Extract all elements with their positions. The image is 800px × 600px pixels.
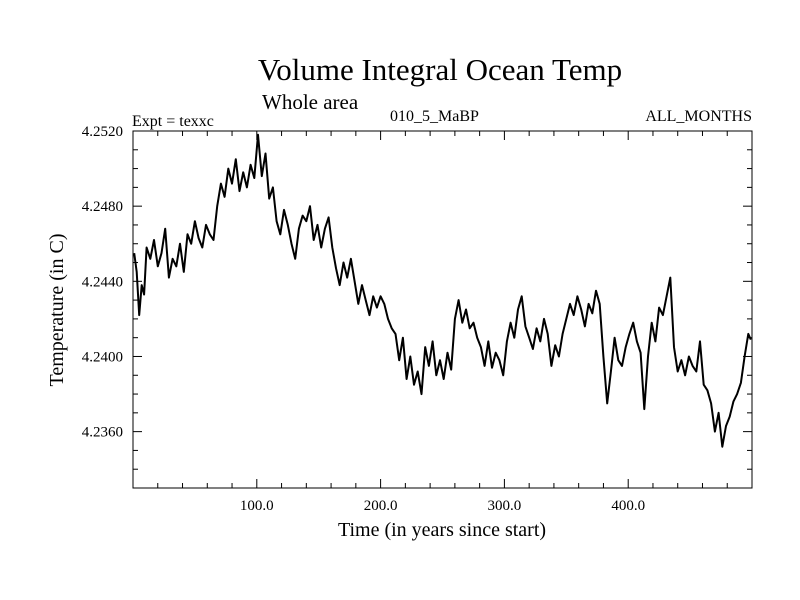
y-tick-label: 4.2480: [82, 199, 123, 215]
months-label: ALL_MONTHS: [645, 108, 752, 125]
x-tick-label: 100.0: [240, 498, 274, 514]
series-line: [133, 133, 752, 448]
y-axis-label: Temperature (in C): [46, 234, 68, 387]
y-tick-label: 4.2520: [82, 124, 123, 140]
x-tick-label: 200.0: [364, 498, 398, 514]
x-axis-label: Time (in years since start): [338, 519, 546, 541]
y-tick-label: 4.2400: [82, 349, 123, 365]
x-axis: 100.0 200.0 300.0 400.0: [157, 131, 728, 514]
x-tick-label: 400.0: [611, 498, 645, 514]
y-tick-label: 4.2440: [82, 274, 123, 290]
experiment-label: Expt = texxc: [132, 113, 214, 130]
chart-subtitle: Whole area: [262, 90, 359, 114]
plot-frame: [132, 130, 753, 489]
y-tick-label: 4.2360: [82, 425, 123, 441]
y-axis: 4.2360 4.2400 4.2440 4.2480 4.2520: [82, 124, 752, 470]
x-tick-label: 300.0: [488, 498, 522, 514]
chart-title: Volume Integral Ocean Temp: [257, 52, 623, 87]
run-id-label: 010_5_MaBP: [390, 108, 479, 125]
